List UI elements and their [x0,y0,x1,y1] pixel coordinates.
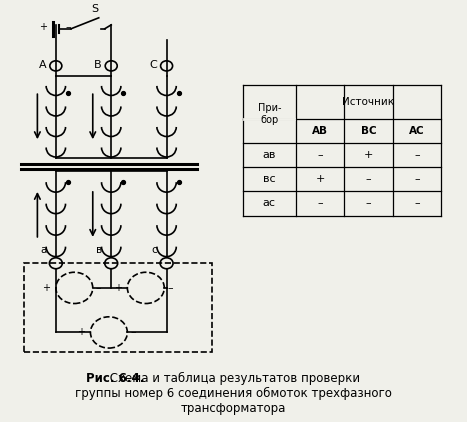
Text: –: – [414,198,420,208]
Text: +: + [114,283,122,293]
Text: –: – [366,198,371,208]
Text: ав: ав [262,150,276,160]
Text: –: – [414,174,420,184]
Text: B: B [94,60,102,70]
Text: Рис. 6.4.: Рис. 6.4. [86,371,144,384]
Text: +: + [315,174,325,184]
Text: –: – [317,198,323,208]
Text: –: – [414,150,420,160]
Text: АС: АС [409,126,425,136]
Text: S: S [92,4,99,14]
Text: вс: вс [263,174,276,184]
Text: A: A [39,60,47,70]
Text: ВС: ВС [361,126,376,136]
Text: ас: ас [263,198,276,208]
Text: –: – [66,22,71,32]
Text: –: – [96,283,101,293]
Text: –: – [317,150,323,160]
Text: +: + [364,150,373,160]
Text: Схема и таблица результатов проверки
группы номер 6 соединения обмоток трехфазно: Схема и таблица результатов проверки гру… [75,371,392,415]
Text: При-
бор: При- бор [257,103,281,125]
Text: +: + [77,327,85,338]
Text: –: – [167,283,173,293]
Text: Источник: Источник [342,97,395,107]
Text: +: + [42,283,50,293]
Text: АВ: АВ [312,126,328,136]
Text: –: – [130,327,136,338]
Text: a: a [40,246,47,255]
Text: +: + [39,22,47,32]
Text: C: C [149,60,157,70]
Text: в: в [96,246,102,255]
Text: c: c [152,246,157,255]
Text: –: – [366,174,371,184]
Bar [23,263,212,352]
